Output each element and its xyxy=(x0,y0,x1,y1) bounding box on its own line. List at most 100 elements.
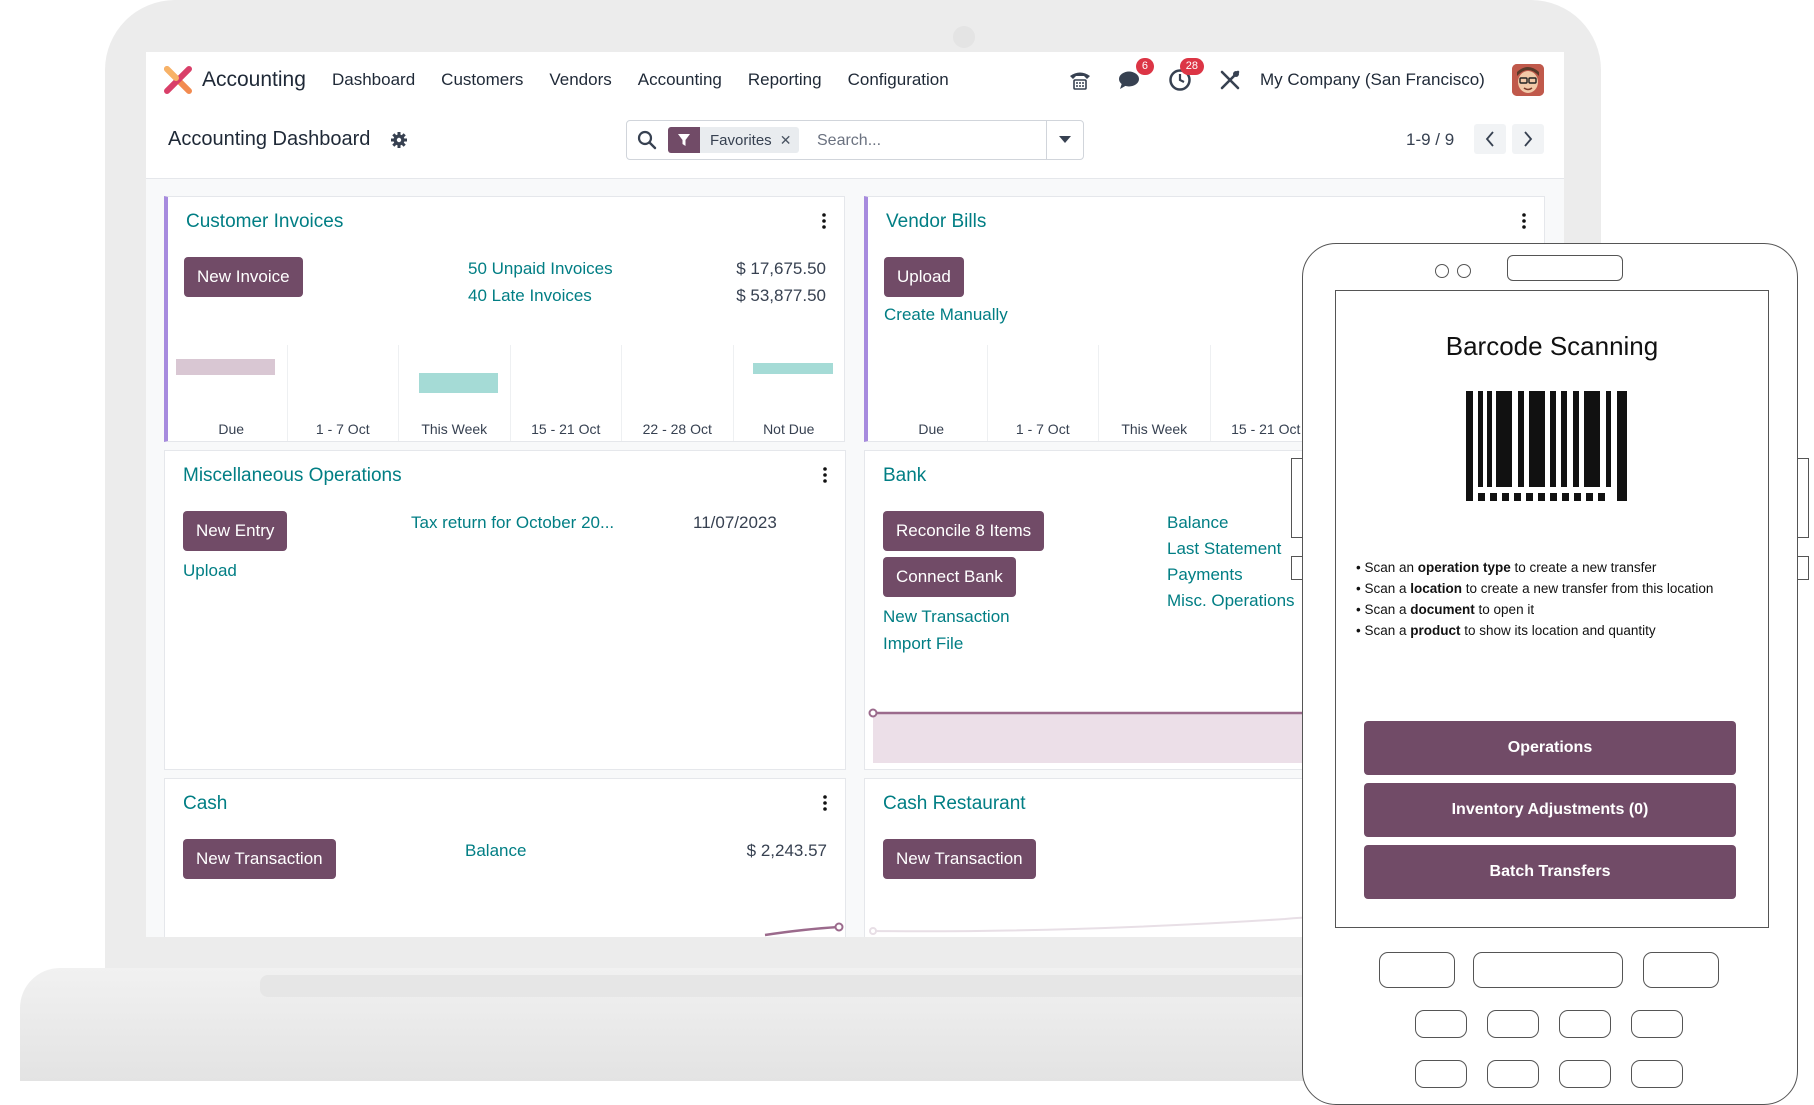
chart-column: This Week xyxy=(399,345,511,441)
batch-transfers-button[interactable]: Batch Transfers xyxy=(1364,845,1736,899)
facet-label: Favorites xyxy=(710,131,772,149)
laptop-camera xyxy=(953,26,975,48)
phone-sensor xyxy=(1457,264,1471,278)
kebab-menu-icon[interactable] xyxy=(823,467,827,483)
scan-hints: • Scan an operation type to create a new… xyxy=(1356,557,1713,641)
inventory-adjustments-button[interactable]: Inventory Adjustments (0) xyxy=(1364,783,1736,837)
tax-return-link[interactable]: Tax return for October 20... xyxy=(411,513,615,532)
pager-next-button[interactable] xyxy=(1512,124,1544,154)
odoo-accounting-logo-icon[interactable] xyxy=(164,66,192,94)
bills-aging-chart[interactable]: Due 1 - 7 Oct This Week 15 - 21 Oct xyxy=(876,345,1544,441)
cash-restaurant-new-transaction-button[interactable]: New Transaction xyxy=(883,839,1036,879)
messages-icon[interactable]: 6 xyxy=(1116,58,1154,94)
barcode-icon[interactable] xyxy=(1466,391,1638,507)
filter-icon xyxy=(668,127,700,153)
unpaid-invoices-link[interactable]: 50 Unpaid Invoices xyxy=(468,259,613,278)
laptop-keyboard xyxy=(260,975,1410,997)
search-input[interactable] xyxy=(815,127,1029,155)
phone-screen: Barcode Scanning xyxy=(1335,290,1769,928)
vendor-bills-title[interactable]: Vendor Bills xyxy=(886,211,987,232)
tax-return-date: 11/07/2023 xyxy=(693,513,777,532)
search-facet[interactable]: Favorites ✕ xyxy=(668,127,800,153)
chart-column: Due xyxy=(876,345,988,441)
pager-value[interactable]: 1-9 / 9 xyxy=(1406,130,1455,149)
chevron-right-icon xyxy=(1524,131,1533,147)
activities-badge: 28 xyxy=(1179,58,1204,75)
connect-bank-button[interactable]: Connect Bank xyxy=(883,557,1016,597)
late-invoices-amount: $ 53,877.50 xyxy=(736,286,826,305)
user-avatar[interactable] xyxy=(1512,64,1544,96)
chart-column: 1 - 7 Oct xyxy=(288,345,399,441)
phone-side-button xyxy=(1797,556,1809,580)
scan-hint: • Scan a document to open it xyxy=(1356,602,1535,617)
new-transaction-link[interactable]: New Transaction xyxy=(883,607,1010,626)
kebab-menu-icon[interactable] xyxy=(822,213,826,229)
chart-label: 1 - 7 Oct xyxy=(315,421,370,437)
kebab-menu-icon[interactable] xyxy=(823,795,827,811)
menu-reporting[interactable]: Reporting xyxy=(747,70,822,89)
chart-label: 22 - 28 Oct xyxy=(642,421,712,437)
activities-clock-icon[interactable]: 28 xyxy=(1166,58,1204,94)
cash-line-chart[interactable] xyxy=(165,901,845,937)
facet-remove-icon[interactable]: ✕ xyxy=(779,131,792,148)
bank-balance-link[interactable]: Balance xyxy=(1167,513,1229,532)
chart-label: 15 - 21 Oct xyxy=(1231,421,1301,437)
phone-mockup: Barcode Scanning xyxy=(1291,243,1809,1105)
messages-badge: 6 xyxy=(1135,58,1154,75)
pager-previous-button[interactable] xyxy=(1474,124,1506,154)
search-options-toggle[interactable] xyxy=(1046,121,1083,159)
customer-invoices-title[interactable]: Customer Invoices xyxy=(186,211,344,232)
payments-link[interactable]: Payments xyxy=(1167,565,1243,584)
invoices-aging-chart[interactable]: Due 1 - 7 Oct This Week 15 - 21 Oct 22 -… xyxy=(176,345,844,441)
last-statement-link[interactable]: Last Statement xyxy=(1167,539,1282,558)
chart-label: 1 - 7 Oct xyxy=(1015,421,1070,437)
phone-key xyxy=(1379,952,1455,988)
import-file-link[interactable]: Import File xyxy=(883,634,964,653)
voip-phone-icon[interactable] xyxy=(1066,66,1094,94)
late-invoices-link[interactable]: 40 Late Invoices xyxy=(468,286,592,305)
menu-configuration[interactable]: Configuration xyxy=(847,70,949,89)
menu-vendors[interactable]: Vendors xyxy=(549,70,612,89)
cash-new-transaction-button[interactable]: New Transaction xyxy=(183,839,336,879)
gear-icon[interactable] xyxy=(390,131,408,149)
barcode-scanning-title: Barcode Scanning xyxy=(1445,331,1659,361)
phone-side-button xyxy=(1291,556,1303,580)
menu-accounting[interactable]: Accounting xyxy=(637,70,722,89)
phone-key xyxy=(1473,952,1623,988)
scan-hint: • Scan an operation type to create a new… xyxy=(1356,560,1657,575)
systray: 6 28 xyxy=(1066,58,1266,94)
create-manually-link[interactable]: Create Manually xyxy=(884,305,1008,324)
control-panel: Accounting Dashboard Favorites ✕ xyxy=(146,108,1564,179)
cash-title[interactable]: Cash xyxy=(183,793,228,814)
chart-bar-due xyxy=(176,359,276,375)
operations-button[interactable]: Operations xyxy=(1364,721,1736,775)
main-menu: Dashboard Customers Vendors Accounting R… xyxy=(332,70,975,90)
new-entry-button[interactable]: New Entry xyxy=(183,511,288,551)
phone-key xyxy=(1631,1060,1683,1088)
misc-operations-link[interactable]: Misc. Operations xyxy=(1167,591,1295,610)
chart-label: Due xyxy=(218,421,245,437)
cash-balance-link[interactable]: Balance xyxy=(465,841,527,860)
search-box[interactable]: Favorites ✕ xyxy=(626,120,1084,160)
app-name[interactable]: Accounting xyxy=(202,68,306,91)
misc-operations-card: Miscellaneous Operations New Entry Uploa… xyxy=(164,450,846,770)
misc-upload-link[interactable]: Upload xyxy=(183,561,237,580)
company-switcher[interactable]: My Company (San Francisco) xyxy=(1260,70,1485,89)
navbar: Accounting Dashboard Customers Vendors A… xyxy=(146,52,1564,108)
phone-key xyxy=(1415,1010,1467,1038)
kebab-menu-icon[interactable] xyxy=(1522,213,1526,229)
menu-dashboard[interactable]: Dashboard xyxy=(332,70,416,89)
new-invoice-button[interactable]: New Invoice xyxy=(184,257,303,297)
search-icon[interactable] xyxy=(637,130,657,150)
reconcile-button[interactable]: Reconcile 8 Items xyxy=(883,511,1045,551)
cash-balance-value: $ 2,243.57 xyxy=(746,841,827,860)
cash-restaurant-title[interactable]: Cash Restaurant xyxy=(883,793,1026,814)
upload-button[interactable]: Upload xyxy=(884,257,964,297)
customer-invoices-card: Customer Invoices New Invoice 50 Unpaid … xyxy=(164,196,845,442)
debug-tools-icon[interactable] xyxy=(1216,66,1244,94)
misc-operations-title[interactable]: Miscellaneous Operations xyxy=(183,465,402,486)
phone-speaker xyxy=(1507,255,1623,281)
menu-customers[interactable]: Customers xyxy=(441,70,524,89)
caret-down-icon xyxy=(1059,136,1071,143)
bank-title[interactable]: Bank xyxy=(883,465,927,486)
